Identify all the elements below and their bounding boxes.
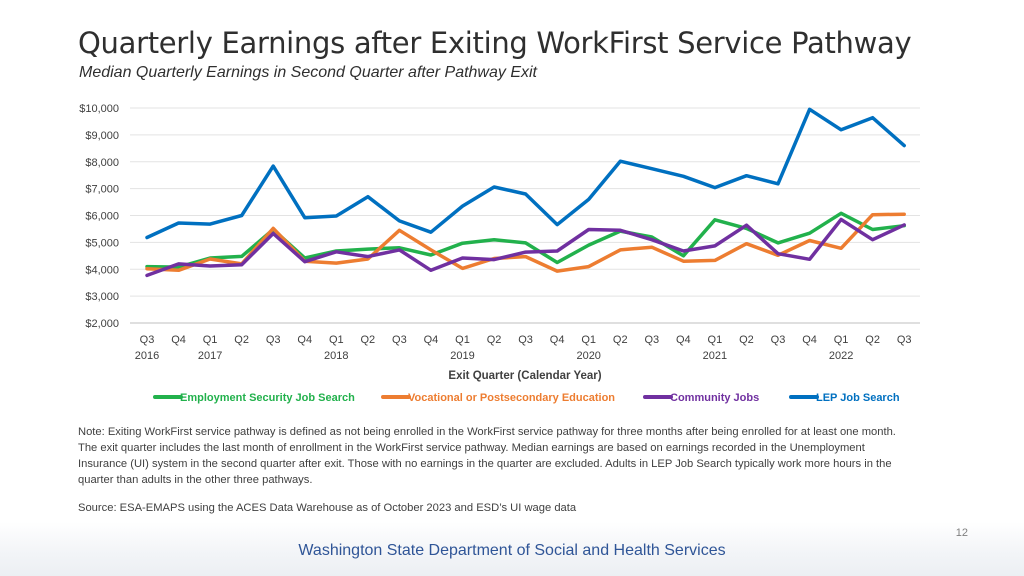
x-tick-label: Q2 bbox=[739, 334, 754, 346]
y-tick-label: $5,000 bbox=[85, 237, 119, 249]
y-tick-label: $8,000 bbox=[85, 157, 119, 169]
x-tick-label: Q4 bbox=[802, 334, 817, 346]
x-tick-label: Q1 bbox=[834, 334, 849, 346]
x-year-label: 2017 bbox=[198, 350, 222, 362]
methodology-note: Note: Exiting WorkFirst service pathway … bbox=[78, 426, 896, 486]
x-axis-title: Exit Quarter (Calendar Year) bbox=[448, 370, 601, 382]
y-tick-label: $4,000 bbox=[85, 264, 119, 276]
x-tick-label: Q3 bbox=[266, 334, 281, 346]
legend-label-2: Vocational or Postsecondary Education bbox=[408, 392, 615, 404]
x-tick-label: Q3 bbox=[392, 334, 407, 346]
x-tick-label: Q4 bbox=[676, 334, 691, 346]
x-year-label: 2022 bbox=[829, 350, 853, 362]
y-tick-label: $10,000 bbox=[79, 103, 119, 115]
series-line-4 bbox=[145, 107, 906, 240]
x-tick-label: Q4 bbox=[550, 334, 565, 346]
series-line-3 bbox=[145, 217, 906, 278]
footer-band bbox=[0, 522, 1024, 576]
x-tick-label: Q1 bbox=[581, 334, 596, 346]
x-year-label: 2019 bbox=[450, 350, 474, 362]
y-tick-label: $6,000 bbox=[85, 211, 119, 223]
x-tick-label: Q3 bbox=[771, 334, 786, 346]
legend-label-3: Community Jobs bbox=[670, 392, 759, 404]
y-tick-label: $9,000 bbox=[85, 130, 119, 142]
page-number: 12 bbox=[955, 527, 968, 539]
x-tick-label: Q2 bbox=[865, 334, 880, 346]
x-tick-label: Q1 bbox=[455, 334, 470, 346]
x-tick-label: Q4 bbox=[297, 334, 312, 346]
x-year-label: 2018 bbox=[324, 350, 348, 362]
footer-organization: Washington State Department of Social an… bbox=[298, 542, 726, 559]
x-tick-label: Q2 bbox=[361, 334, 376, 346]
chart-title: Quarterly Earnings after Exiting WorkFir… bbox=[78, 26, 912, 60]
x-tick-label: Q2 bbox=[234, 334, 249, 346]
legend-label-4: LEP Job Search bbox=[816, 392, 900, 404]
x-year-label: 2020 bbox=[576, 350, 600, 362]
x-tick-label: Q3 bbox=[518, 334, 533, 346]
x-year-label: 2016 bbox=[135, 350, 159, 362]
x-tick-label: Q2 bbox=[613, 334, 628, 346]
y-tick-label: $2,000 bbox=[85, 318, 119, 330]
source-note: Source: ESA-EMAPS using the ACES Data Wa… bbox=[78, 502, 577, 514]
y-tick-label: $7,000 bbox=[85, 184, 119, 196]
x-tick-label: Q3 bbox=[644, 334, 659, 346]
x-year-label: 2021 bbox=[703, 350, 727, 362]
legend-label-1: Employment Security Job Search bbox=[180, 392, 355, 404]
x-tick-label: Q1 bbox=[329, 334, 344, 346]
x-tick-label: Q4 bbox=[424, 334, 439, 346]
y-tick-label: $3,000 bbox=[85, 291, 119, 303]
x-tick-label: Q3 bbox=[897, 334, 912, 346]
x-tick-label: Q1 bbox=[203, 334, 218, 346]
x-tick-label: Q4 bbox=[171, 334, 186, 346]
line-chart: $2,000 $3,000 $4,000 $5,000 $6,000 $7,000 $8,0… bbox=[79, 103, 920, 404]
x-tick-label: Q2 bbox=[487, 334, 502, 346]
x-tick-label: Q1 bbox=[708, 334, 723, 346]
chart-subtitle: Median Quarterly Earnings in Second Quar… bbox=[79, 64, 537, 81]
x-tick-label: Q3 bbox=[140, 334, 155, 346]
